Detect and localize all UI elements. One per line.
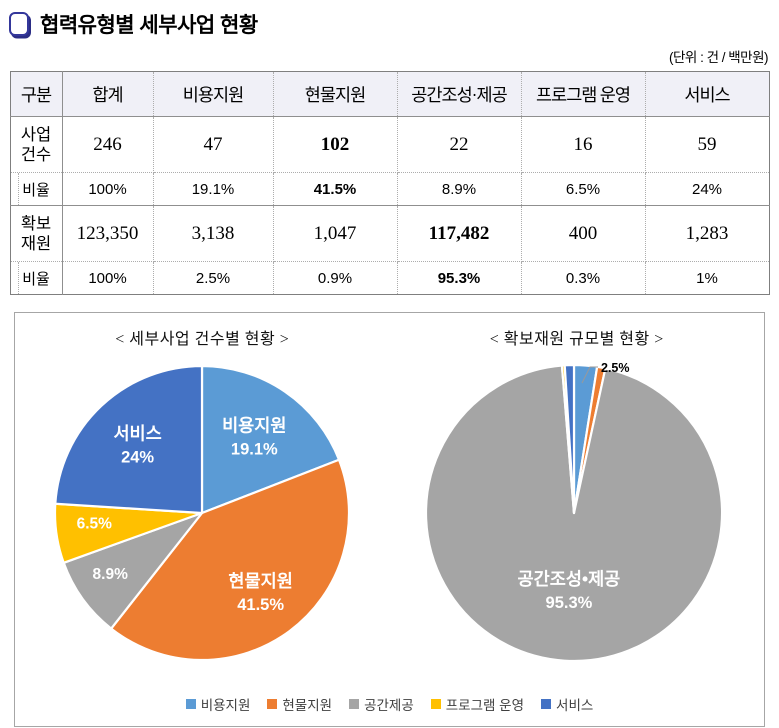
pie-slice-2	[62, 511, 204, 630]
table-row-secured-funds: 확보 재원 123,350 3,138 1,047 117,482 400 1,…	[9, 205, 770, 262]
table-cell: 246	[61, 116, 154, 173]
table-cell: 1%	[644, 261, 770, 295]
legend-swatch	[430, 699, 441, 709]
pie-chart-svg: 공간조성•제공 95.3% 2.5%	[424, 361, 723, 663]
table-cell: 117,482	[396, 205, 522, 262]
legend-label: 현물지원	[282, 698, 333, 713]
legend-label: 공간제공	[364, 698, 414, 713]
legend-item: 현물지원	[267, 694, 332, 714]
table-header-cell: 프로그램 운영	[520, 71, 646, 117]
table-row-count-ratio: 비율 100% 19.1% 41.5% 8.9% 6.5% 24%	[9, 172, 770, 206]
pie-slice-label: 공간조성•제공 95.3%	[517, 569, 620, 612]
legend-swatch	[541, 699, 552, 709]
chart-legend: 비용지원 현물지원 공간제공 프로그램 운영 서비스	[15, 692, 764, 726]
table-header-cell: 서비스	[644, 71, 770, 117]
table-header-cell: 합계	[61, 71, 154, 117]
table-cell: 59	[644, 116, 770, 173]
table-header-cell: 현물지원	[272, 71, 398, 117]
legend-item: 공간제공	[349, 694, 414, 714]
pie-slice-label: 6.5%	[77, 515, 113, 532]
table-cell: 100%	[61, 172, 154, 206]
legend-swatch	[349, 699, 360, 709]
legend-swatch	[267, 699, 278, 709]
title-bullet-icon	[9, 12, 29, 36]
legend-label: 비용지원	[200, 698, 251, 713]
table-cell: 400	[520, 205, 646, 262]
table-cell: 2.5%	[152, 261, 274, 295]
pie-slice-0	[201, 364, 341, 515]
table-header-row: 구분 합계 비용지원 현물지원 공간조성·제공 프로그램 운영 서비스	[9, 71, 770, 117]
pie-slice-label: 서비스 24%	[114, 423, 162, 466]
table-cell: 24%	[644, 172, 770, 206]
row-label: 비율	[9, 261, 63, 295]
unit-note: (단위 : 건 / 백만원)	[668, 50, 769, 65]
legend-label: 서비스	[556, 698, 594, 713]
pie-callout-label: 2.5%	[601, 361, 630, 375]
table-cell: 41.5%	[272, 172, 398, 206]
pie-slice-label: 8.9%	[93, 566, 129, 583]
row-label: 비율	[9, 172, 63, 206]
row-label: 사업 건수	[9, 116, 63, 173]
table-cell: 8.9%	[396, 172, 522, 206]
table-cell: 0.3%	[520, 261, 646, 295]
charts-row: < 세부사업 건수별 현황 > 비용지원 19.1% 현물지원 41.5% 8.9% 6.…	[15, 313, 764, 692]
table-cell: 102	[272, 116, 398, 173]
table-cell: 100%	[61, 261, 154, 295]
pie-chart-secured-funds: < 확보재원 규모별 현황 > 공간조성•제공 95.3% 2.5%	[390, 313, 765, 692]
table-cell: 1,283	[644, 205, 770, 262]
table-row-project-count: 사업 건수 246 47 102 22 16 59	[9, 116, 770, 173]
summary-table: 구분 합계 비용지원 현물지원 공간조성·제공 프로그램 운영 서비스 사업 건…	[9, 71, 770, 295]
table-cell: 123,350	[61, 205, 154, 262]
legend-item: 서비스	[541, 694, 593, 714]
legend-label: 프로그램 운영	[445, 698, 525, 713]
charts-panel: < 세부사업 건수별 현황 > 비용지원 19.1% 현물지원 41.5% 8.9% 6.…	[14, 312, 765, 727]
row-label: 확보 재원	[9, 205, 63, 262]
legend-swatch	[185, 699, 196, 709]
table-cell: 19.1%	[152, 172, 274, 206]
chart-title: < 세부사업 건수별 현황 >	[115, 331, 290, 348]
table-cell: 47	[152, 116, 274, 173]
table-cell: 22	[396, 116, 522, 173]
table-header-cell: 비용지원	[152, 71, 274, 117]
callout-leader-line	[581, 366, 598, 384]
pie-slice-label: 현물지원 41.5%	[229, 571, 293, 614]
table-row-funds-ratio: 비율 100% 2.5% 0.9% 95.3% 0.3% 1%	[9, 261, 770, 295]
table-cell: 0.9%	[272, 261, 398, 295]
table-cell: 1,047	[272, 205, 398, 262]
pie-slice-4	[563, 363, 575, 515]
pie-slice-1	[110, 458, 351, 662]
page-header: 협력유형별 세부사업 현황	[0, 0, 779, 39]
table-cell: 3,138	[152, 205, 274, 262]
pie-slice-label: 비용지원 19.1%	[222, 416, 286, 459]
page-title: 협력유형별 세부사업 현황	[40, 14, 258, 37]
pie-slice-4	[54, 364, 204, 515]
chart-title: < 확보재원 규모별 현황 >	[489, 331, 664, 348]
table-header-cell: 구분	[9, 71, 63, 117]
table-cell: 16	[520, 116, 646, 173]
legend-item: 프로그램 운영	[430, 694, 525, 714]
table-cell: 95.3%	[396, 261, 522, 295]
legend-item: 비용지원	[185, 694, 251, 714]
pie-chart-svg: 비용지원 19.1% 현물지원 41.5% 8.9% 6.5% 서비스 24%	[54, 364, 351, 662]
table-header-cell: 공간조성·제공	[396, 71, 522, 117]
table-cell: 6.5%	[520, 172, 646, 206]
pie-chart-project-count: < 세부사업 건수별 현황 > 비용지원 19.1% 현물지원 41.5% 8.9% 6.…	[15, 313, 390, 692]
